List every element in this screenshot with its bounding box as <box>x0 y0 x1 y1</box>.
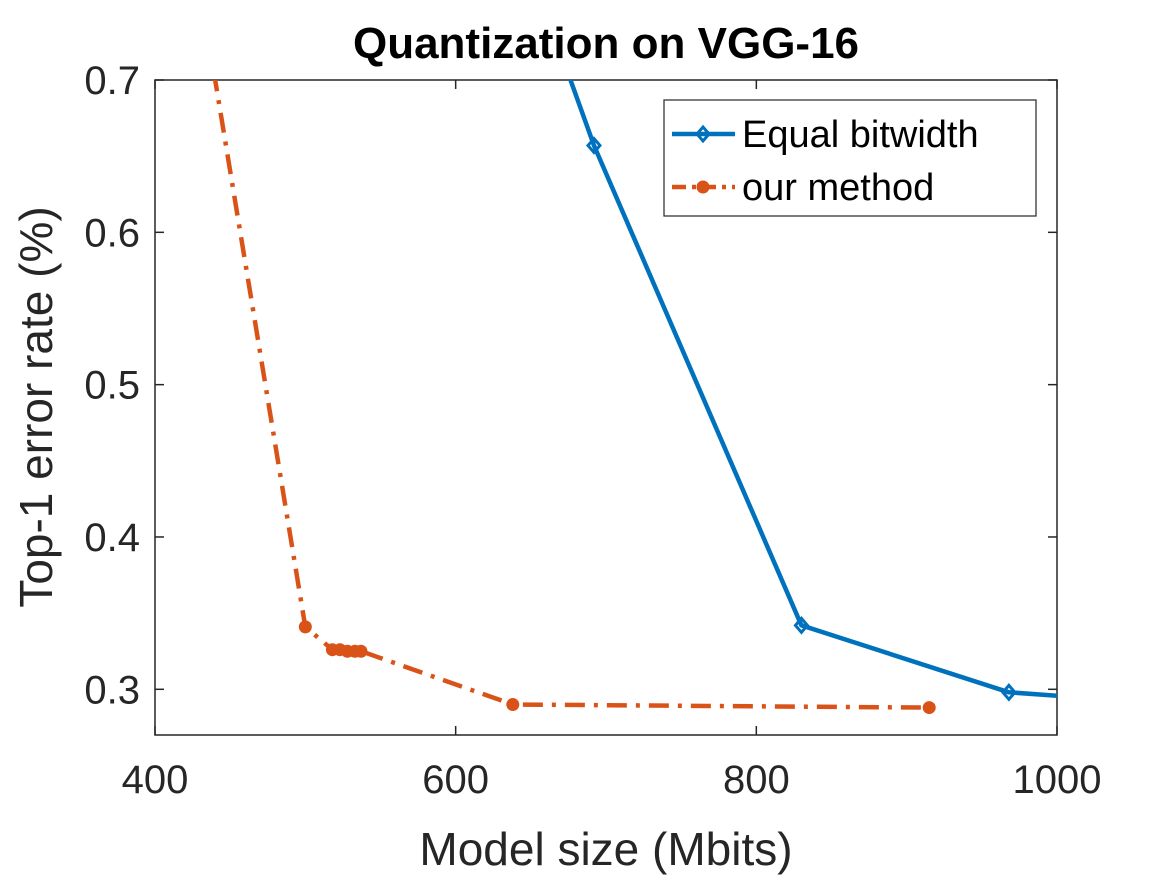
x-tick-label: 600 <box>422 758 489 802</box>
data-point <box>793 616 810 635</box>
data-point <box>354 644 368 658</box>
chart-title: Quantization on VGG-16 <box>353 19 859 68</box>
legend-box <box>663 99 1037 217</box>
x-tick-label: 1000 <box>1013 758 1102 802</box>
legend: Equal bitwidth our method <box>663 99 1037 217</box>
data-point <box>506 698 520 712</box>
y-tick-label: 0.3 <box>84 668 140 712</box>
x-tick-label: 400 <box>122 758 189 802</box>
legend-label: Equal bitwidth <box>742 114 979 156</box>
legend-marker <box>695 124 711 144</box>
data-point <box>1000 683 1017 702</box>
legend-label: our method <box>742 167 934 209</box>
series-layer <box>212 80 1057 710</box>
data-point <box>922 701 936 715</box>
y-tick-label: 0.7 <box>84 59 140 103</box>
data-point <box>298 620 312 634</box>
y-tick-label: 0.6 <box>84 211 140 255</box>
y-tick-label: 0.4 <box>84 516 140 560</box>
series-line-equal-bitwidth <box>568 80 1057 699</box>
axis-ticks: 400 600 800 1000 0.3 0.4 0.5 0.6 0.7 <box>84 59 1101 802</box>
x-axis-label: Model size (Mbits) <box>419 823 792 875</box>
legend-marker <box>696 180 710 194</box>
y-tick-label: 0.5 <box>84 364 140 408</box>
markers-layer <box>298 136 1017 715</box>
y-axis-label: Top-1 error rate (%) <box>10 206 62 607</box>
data-point <box>585 136 602 155</box>
x-tick-label: 800 <box>723 758 790 802</box>
